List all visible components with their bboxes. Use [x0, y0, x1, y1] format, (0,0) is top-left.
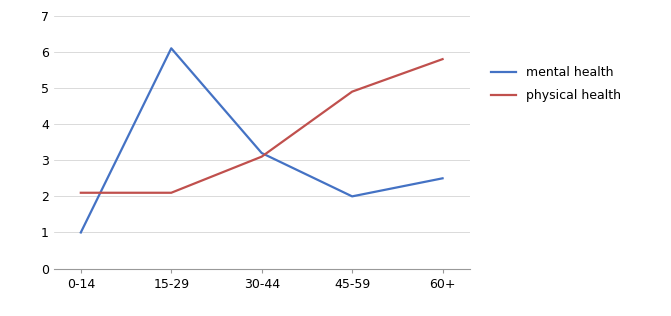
physical health [439, 57, 447, 61]
physical health [258, 155, 266, 159]
mental health [258, 151, 266, 155]
physical health [76, 191, 85, 195]
physical health [348, 90, 356, 94]
mental health [439, 176, 447, 180]
Line: mental health: mental health [81, 48, 443, 233]
mental health [76, 231, 85, 234]
Line: physical health: physical health [81, 59, 443, 193]
mental health [348, 194, 356, 198]
physical health [167, 191, 175, 195]
mental health [167, 46, 175, 50]
Legend: mental health, physical health: mental health, physical health [484, 60, 627, 108]
